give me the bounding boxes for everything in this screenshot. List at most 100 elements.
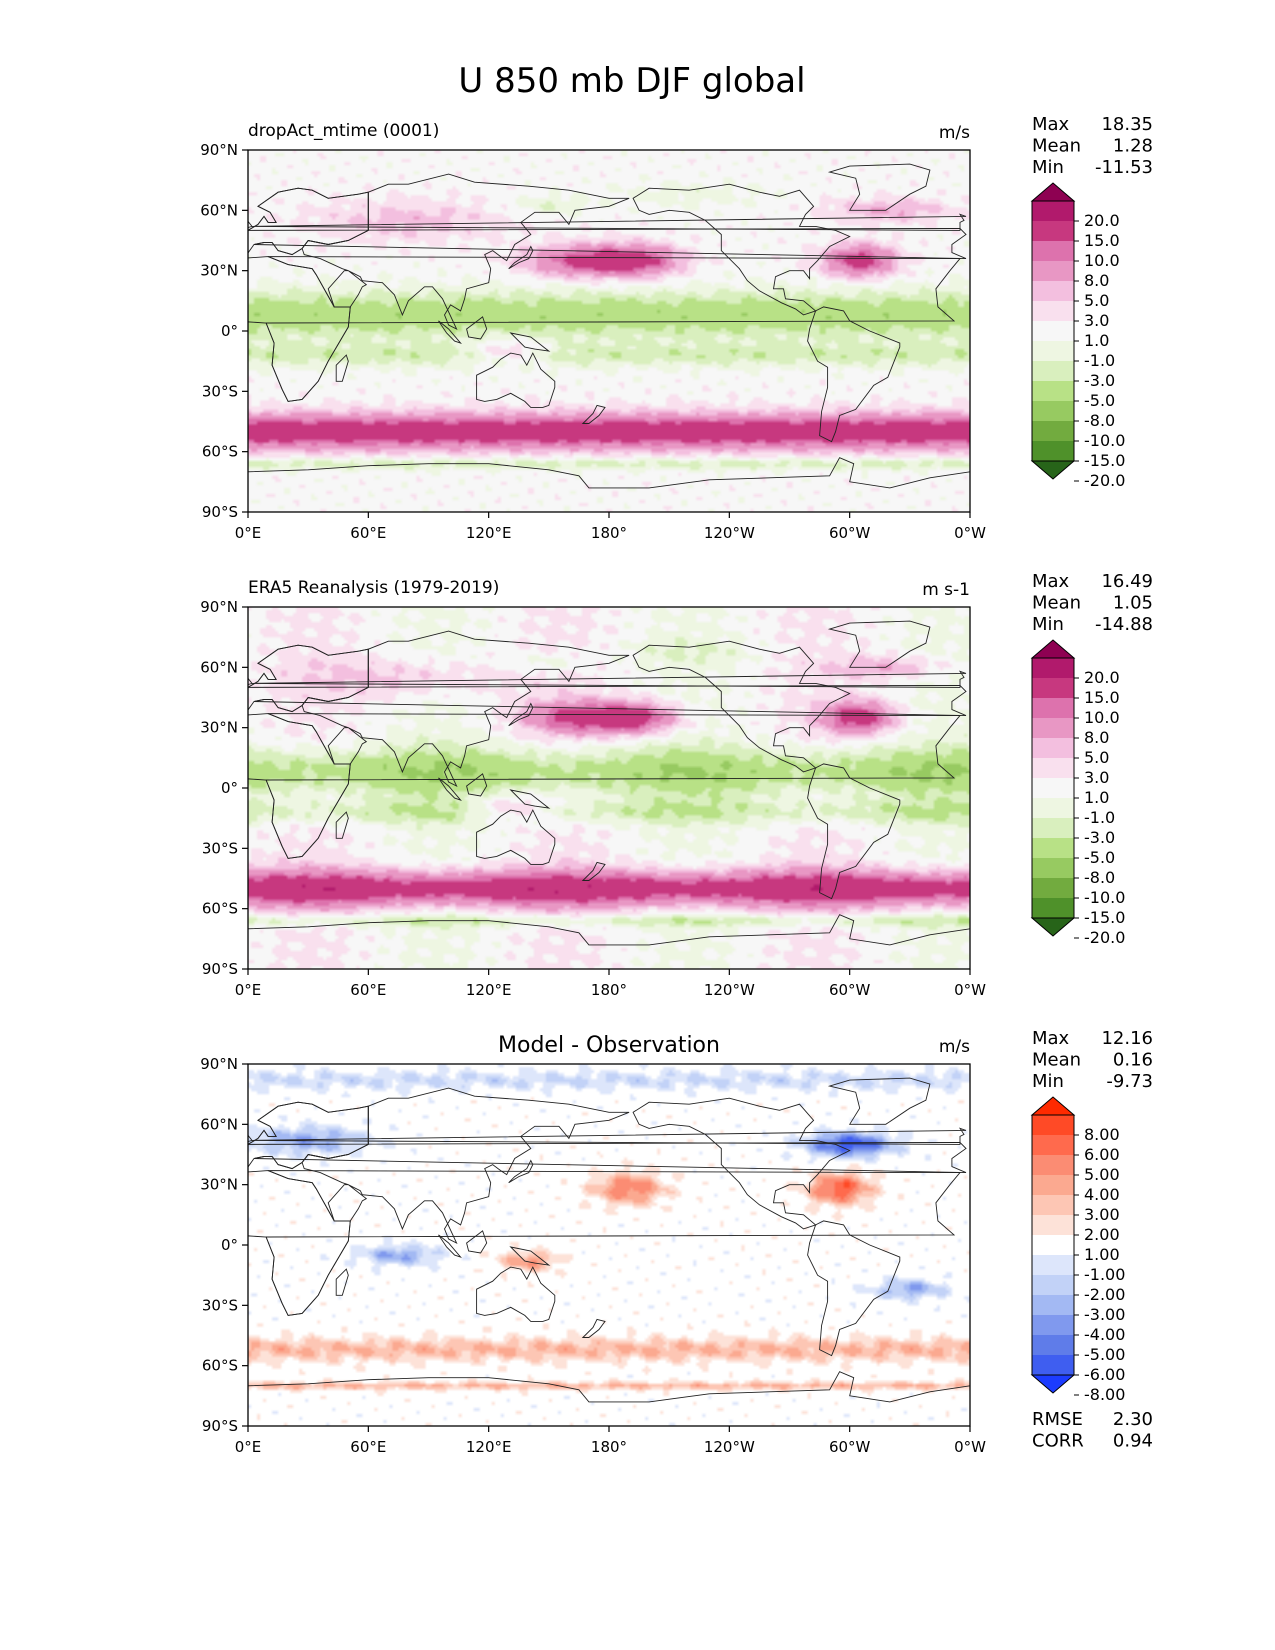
colorbar-swatch — [1032, 201, 1074, 222]
colorbar-label: 3.0 — [1084, 768, 1109, 787]
coastline-australia — [476, 809, 556, 865]
y-tick-label: 0° — [221, 779, 238, 797]
coastline-madagascar — [335, 811, 349, 839]
x-tick-label: 60°W — [829, 981, 871, 999]
stat-value-mean: 1.05 — [1113, 593, 1153, 614]
colorbar-label: -8.00 — [1084, 1385, 1125, 1404]
coastline-northAmerica — [632, 1097, 851, 1230]
colorbar-swatch — [1032, 1335, 1074, 1356]
y-tick-label: 30°N — [200, 1176, 238, 1194]
colorbar-label: 20.0 — [1084, 668, 1120, 687]
y-tick-label: 90°N — [200, 141, 238, 159]
colorbar-label: -1.00 — [1084, 1265, 1125, 1284]
x-tick-label: 0°W — [954, 524, 986, 542]
colorbar-extend-top — [1030, 1096, 1076, 1116]
stat-value-mean: 0.16 — [1113, 1050, 1153, 1071]
colorbar-label: -3.0 — [1084, 828, 1115, 847]
colorbar-label: 15.0 — [1084, 231, 1120, 250]
units-label: m/s — [939, 123, 970, 143]
y-tick-label: 60°S — [202, 900, 238, 918]
stat-label-max: Max — [1032, 1028, 1070, 1049]
colorbar-extend-bottom — [1030, 917, 1076, 937]
y-tick-label: 30°S — [202, 1296, 238, 1314]
colorbar: 20.015.010.08.05.03.01.0-1.0-3.0-5.0-8.0… — [1030, 639, 1125, 947]
coastline-newZealand — [581, 404, 606, 424]
colorbar-label: -8.0 — [1084, 411, 1115, 430]
panel-title: dropAct_mtime (0001) — [248, 121, 439, 141]
colorbar-swatch — [1032, 738, 1074, 759]
stat-value-min: -9.73 — [1106, 1071, 1153, 1092]
stat-label-mean: Mean — [1032, 136, 1081, 157]
colorbar-label: 4.00 — [1084, 1185, 1120, 1204]
colorbar-swatch — [1032, 798, 1074, 819]
coastline-greenland — [827, 163, 931, 211]
coastline-greenland — [827, 620, 931, 668]
coastline-japan — [508, 1159, 534, 1184]
colorbar-swatch — [1032, 1175, 1074, 1196]
colorbar-swatch — [1032, 1135, 1074, 1156]
figure-title: U 850 mb DJF global — [458, 61, 805, 101]
colorbar-swatch — [1032, 1355, 1074, 1376]
coastline-asia — [301, 173, 630, 330]
y-tick-label: 30°S — [202, 382, 238, 400]
stat-value-min: -11.53 — [1095, 157, 1153, 178]
coastline-newZealand — [581, 861, 606, 881]
colorbar-label: 2.00 — [1084, 1225, 1120, 1244]
colorbar-label: 3.0 — [1084, 311, 1109, 330]
y-tick-label: 30°S — [202, 839, 238, 857]
coastline-australia — [476, 352, 556, 408]
coastline-antarctica — [248, 914, 970, 946]
coastline-asia — [301, 1087, 630, 1244]
x-tick-label: 60°W — [829, 1438, 871, 1456]
field-heatmap-model — [248, 150, 970, 512]
colorbar-label: 8.00 — [1084, 1125, 1120, 1144]
colorbar-label: -6.00 — [1084, 1365, 1125, 1384]
colorbar-label: -3.00 — [1084, 1305, 1125, 1324]
panel-difference: 0°E 60°E 120°E 180° 120°W 60°W 0°W 90°N 60°N 30°N… — [200, 1028, 1153, 1456]
y-tick-label: 90°S — [202, 1417, 238, 1435]
colorbar-swatch — [1032, 818, 1074, 839]
colorbar-label: 1.00 — [1084, 1245, 1120, 1264]
colorbar-swatch — [1032, 441, 1074, 462]
stat-value-max: 12.16 — [1101, 1028, 1153, 1049]
x-tick-label: 180° — [591, 1438, 627, 1456]
rmse-label: RMSE — [1032, 1409, 1083, 1430]
coastline-borneo — [466, 316, 488, 340]
colorbar-swatch — [1032, 718, 1074, 739]
coastlines — [248, 1077, 970, 1403]
colorbar-extend-bottom — [1030, 460, 1076, 480]
field-heatmap-difference — [248, 1064, 970, 1426]
coastline-sumatra — [438, 1234, 462, 1259]
corr-value: 0.94 — [1113, 1431, 1153, 1452]
stat-label-mean: Mean — [1032, 1050, 1081, 1071]
y-tick-label: 60°N — [200, 1115, 238, 1133]
x-tick-label: 60°W — [829, 524, 871, 542]
colorbar-label: -20.0 — [1084, 471, 1125, 490]
coastline-antarctica — [248, 1371, 970, 1403]
colorbar-swatch — [1032, 1195, 1074, 1216]
coastline-africa — [265, 256, 961, 402]
colorbar-swatch — [1032, 281, 1074, 302]
y-tick-label: 90°S — [202, 503, 238, 521]
colorbar-label: 5.0 — [1084, 748, 1109, 767]
y-tick-label: 90°S — [202, 960, 238, 978]
coastline-madagascar — [335, 354, 349, 382]
colorbar-swatch — [1032, 1155, 1074, 1176]
stat-value-max: 18.35 — [1101, 114, 1153, 135]
coastline-antarctica — [248, 457, 970, 489]
x-tick-label: 120°W — [704, 1438, 755, 1456]
x-tick-label: 0°E — [235, 524, 262, 542]
colorbar-extend-bottom — [1030, 1374, 1076, 1394]
y-tick-label: 0° — [221, 1236, 238, 1254]
colorbar-swatch — [1032, 698, 1074, 719]
colorbar-label: -10.0 — [1084, 431, 1125, 450]
colorbar-label: -1.0 — [1084, 351, 1115, 370]
coastline-sumatra — [438, 777, 462, 802]
y-tick-label: 60°N — [200, 201, 238, 219]
colorbar-label: -8.0 — [1084, 868, 1115, 887]
units-label: m s-1 — [922, 580, 970, 600]
colorbar-label: 5.0 — [1084, 291, 1109, 310]
stat-label-min: Min — [1032, 614, 1064, 635]
colorbar-label: -5.0 — [1084, 848, 1115, 867]
coastline-asia — [301, 630, 630, 787]
